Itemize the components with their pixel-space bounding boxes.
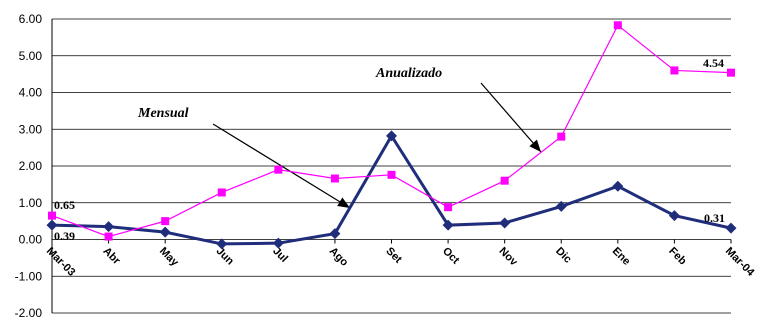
anualizado-arrow: [480, 82, 542, 153]
y-axis: 6.00 5.00 4.00 3.00 2.00 1.00 0.00 -1.00 -2.00: [15, 12, 53, 320]
x-tick-label: Mar-04: [723, 245, 757, 279]
anualizado-arrow-head: [529, 139, 541, 152]
annotations: Mensual Anualizado: [137, 66, 442, 121]
x-tick-label: Set: [383, 245, 404, 266]
point-mensual: [386, 130, 397, 142]
x-tick-label: Oct: [440, 245, 462, 267]
point-anualizado: [330, 174, 339, 183]
data-label-anualizado-end: 4.54: [703, 56, 724, 70]
point-mensual: [329, 228, 341, 240]
point-anualizado: [613, 21, 622, 30]
x-tick-label: Jun: [214, 245, 237, 268]
point-mensual: [442, 219, 454, 231]
point-mensual: [499, 217, 511, 229]
y-tick-label: 0.00: [19, 233, 43, 247]
x-tick-label: Mar-03: [44, 245, 78, 279]
x-tick-label: Dic: [553, 245, 574, 266]
y-tick-label: 6.00: [19, 12, 43, 26]
point-mensual: [272, 237, 284, 249]
point-anualizado: [104, 232, 113, 241]
x-tick-label: Ene: [610, 245, 633, 268]
y-tick-label: 2.00: [19, 159, 43, 173]
x-tick-label: May: [157, 245, 181, 269]
point-mensual: [725, 222, 737, 234]
point-mensual: [612, 180, 624, 192]
annotation-mensual: Mensual: [137, 106, 189, 121]
point-anualizado: [670, 66, 679, 75]
data-label-mensual-end: 0.31: [704, 211, 725, 225]
point-mensual: [555, 200, 567, 212]
y-tick-label: 3.00: [19, 122, 43, 136]
point-anualizado: [727, 68, 735, 77]
point-anualizado: [48, 211, 56, 220]
point-anualizado: [217, 188, 226, 197]
annotation-anualizado: Anualizado: [375, 66, 442, 81]
x-tick-label: Abr: [100, 245, 122, 267]
point-anualizado: [387, 170, 396, 179]
point-mensual: [216, 238, 228, 250]
point-anualizado: [500, 176, 509, 185]
x-tick-label: Nov: [497, 245, 521, 269]
series-group: [46, 21, 737, 250]
point-anualizado: [274, 165, 283, 174]
point-mensual: [668, 210, 680, 222]
series-line-mensual: [51, 132, 732, 246]
data-label-anualizado-start: 0.65: [54, 198, 75, 212]
point-anualizado: [444, 203, 453, 212]
mensual-arrow-head: [337, 197, 350, 208]
y-tick-label: -1.00: [15, 269, 43, 283]
point-mensual: [159, 226, 171, 238]
x-tick-label: Ago: [327, 245, 351, 269]
y-tick-label: -2.00: [15, 306, 43, 320]
point-mensual: [46, 219, 58, 231]
data-label-mensual-start: 0.39: [54, 229, 75, 243]
x-axis: Mar-03 Abr May Jun Jul Ago Set Oct Nov Dic Ene Feb M…: [44, 239, 757, 279]
point-mensual: [103, 221, 115, 233]
point-anualizado: [161, 217, 170, 226]
data-labels: 0.65 0.39 4.54 0.31: [54, 56, 725, 243]
point-anualizado: [557, 132, 566, 141]
x-tick-label: Jul: [270, 245, 290, 265]
x-tick-label: Feb: [666, 245, 689, 268]
y-tick-label: 1.00: [19, 196, 43, 210]
y-tick-label: 4.00: [19, 86, 43, 100]
gridlines: [52, 18, 731, 314]
y-tick-label: 5.00: [19, 49, 43, 63]
annotation-arrows: [212, 82, 542, 209]
